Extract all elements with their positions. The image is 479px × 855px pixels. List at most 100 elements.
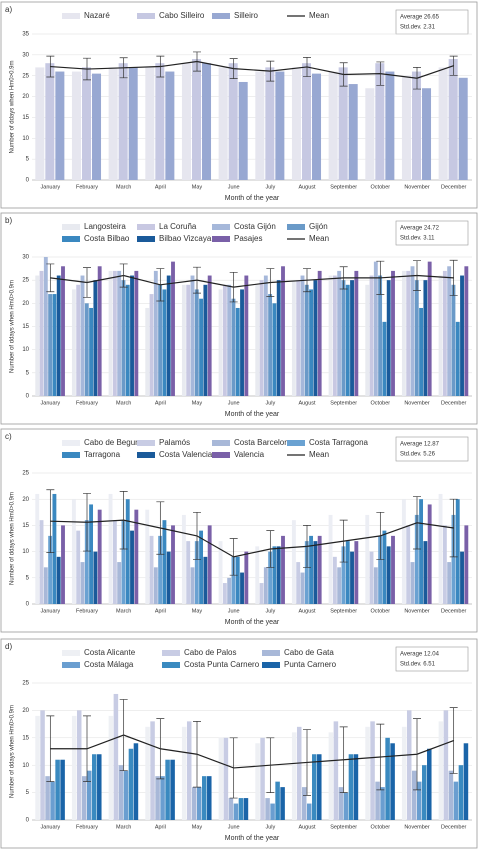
bar: [158, 535, 163, 604]
bar: [304, 284, 309, 396]
stats-box: [395, 646, 469, 672]
bar: [171, 261, 175, 396]
bar: [442, 525, 447, 604]
legend-label: Gijón: [309, 222, 328, 231]
bar: [222, 583, 227, 604]
bar: [460, 551, 464, 604]
y-tick-label: 30: [22, 255, 29, 261]
y-tick-label: 20: [22, 301, 29, 307]
x-tick-label: April: [155, 608, 166, 614]
error-bar: [266, 737, 275, 793]
bar: [458, 765, 464, 820]
bar: [438, 275, 443, 396]
bar: [155, 63, 165, 181]
error-bar: [119, 699, 128, 772]
y-axis-title: Number of ddays when Hm0>0.9m: [10, 492, 16, 585]
bar: [223, 737, 229, 820]
legend-label: Costa Gijón: [234, 222, 276, 231]
bar: [181, 63, 191, 181]
x-tick-label: October: [371, 400, 391, 406]
bar: [312, 754, 317, 820]
stats-text: Average 12.04: [400, 652, 440, 658]
y-tick-label: 25: [22, 278, 29, 284]
bar: [108, 715, 114, 820]
mean-line: [50, 734, 454, 769]
bar: [317, 754, 322, 820]
error-bar: [339, 519, 348, 563]
y-tick-label: 20: [22, 708, 29, 714]
bar: [117, 270, 122, 396]
bar: [45, 776, 50, 820]
bar: [92, 754, 97, 820]
bar: [128, 67, 138, 180]
bar: [108, 270, 113, 396]
bar: [125, 499, 130, 604]
bar: [365, 514, 370, 604]
legend-swatch: [62, 224, 80, 230]
bar: [385, 71, 395, 180]
y-tick-label: 10: [22, 549, 29, 555]
legend-label: Costa Valencia: [159, 450, 213, 459]
x-tick-label: July: [265, 184, 275, 190]
error-bar: [413, 718, 421, 791]
x-tick-label: July: [265, 400, 275, 406]
x-tick-label: August: [298, 608, 316, 614]
bar: [345, 541, 350, 604]
bar: [265, 798, 270, 820]
bar: [233, 803, 239, 820]
bar: [227, 284, 232, 396]
bar: [202, 776, 207, 820]
bar: [309, 535, 314, 604]
bar: [260, 737, 265, 820]
error-bar: [83, 493, 91, 552]
bar: [354, 541, 359, 604]
legend-label: Langosteira: [84, 222, 126, 231]
error-bar: [46, 715, 55, 782]
error-bar: [449, 55, 458, 76]
bar: [55, 759, 60, 820]
y-tick-label: 0: [26, 394, 30, 400]
bar: [84, 520, 89, 604]
x-axis-title: Month of the year: [225, 619, 280, 626]
error-bar: [266, 268, 275, 297]
x-tick-label: September: [330, 608, 357, 614]
error-bar: [413, 496, 421, 550]
bar: [207, 776, 212, 820]
y-tick-label: 10: [22, 136, 29, 142]
bar: [112, 270, 117, 396]
x-tick-label: March: [116, 184, 131, 190]
bar: [464, 266, 469, 396]
x-axis-title: Month of the year: [225, 835, 280, 842]
bar: [423, 541, 428, 604]
legend-swatch: [287, 224, 305, 230]
stats-box: [395, 220, 469, 246]
bar: [353, 754, 359, 820]
x-tick-label: October: [371, 608, 391, 614]
legend-swatch: [137, 236, 155, 242]
bar: [427, 504, 432, 604]
error-bar: [376, 61, 385, 86]
bar: [275, 71, 285, 180]
bar: [341, 546, 346, 604]
error-bar: [413, 260, 421, 291]
y-tick-label: 15: [22, 324, 29, 330]
bar: [235, 307, 240, 396]
bar: [448, 770, 454, 820]
bar: [191, 59, 202, 180]
error-bar: [303, 268, 311, 293]
bar: [313, 280, 318, 396]
bar: [134, 270, 139, 396]
legend-swatch: [62, 13, 80, 19]
x-tick-label: March: [116, 608, 131, 614]
bar: [447, 562, 452, 604]
bar: [149, 294, 154, 396]
bar: [348, 84, 358, 180]
stats-text: Average 26.65: [400, 15, 440, 21]
bar: [40, 710, 45, 820]
x-tick-label: March: [116, 824, 131, 830]
bar: [414, 280, 419, 396]
x-tick-label: April: [155, 824, 166, 830]
bar: [280, 787, 285, 820]
error-bar: [193, 266, 201, 294]
bar: [455, 321, 460, 396]
